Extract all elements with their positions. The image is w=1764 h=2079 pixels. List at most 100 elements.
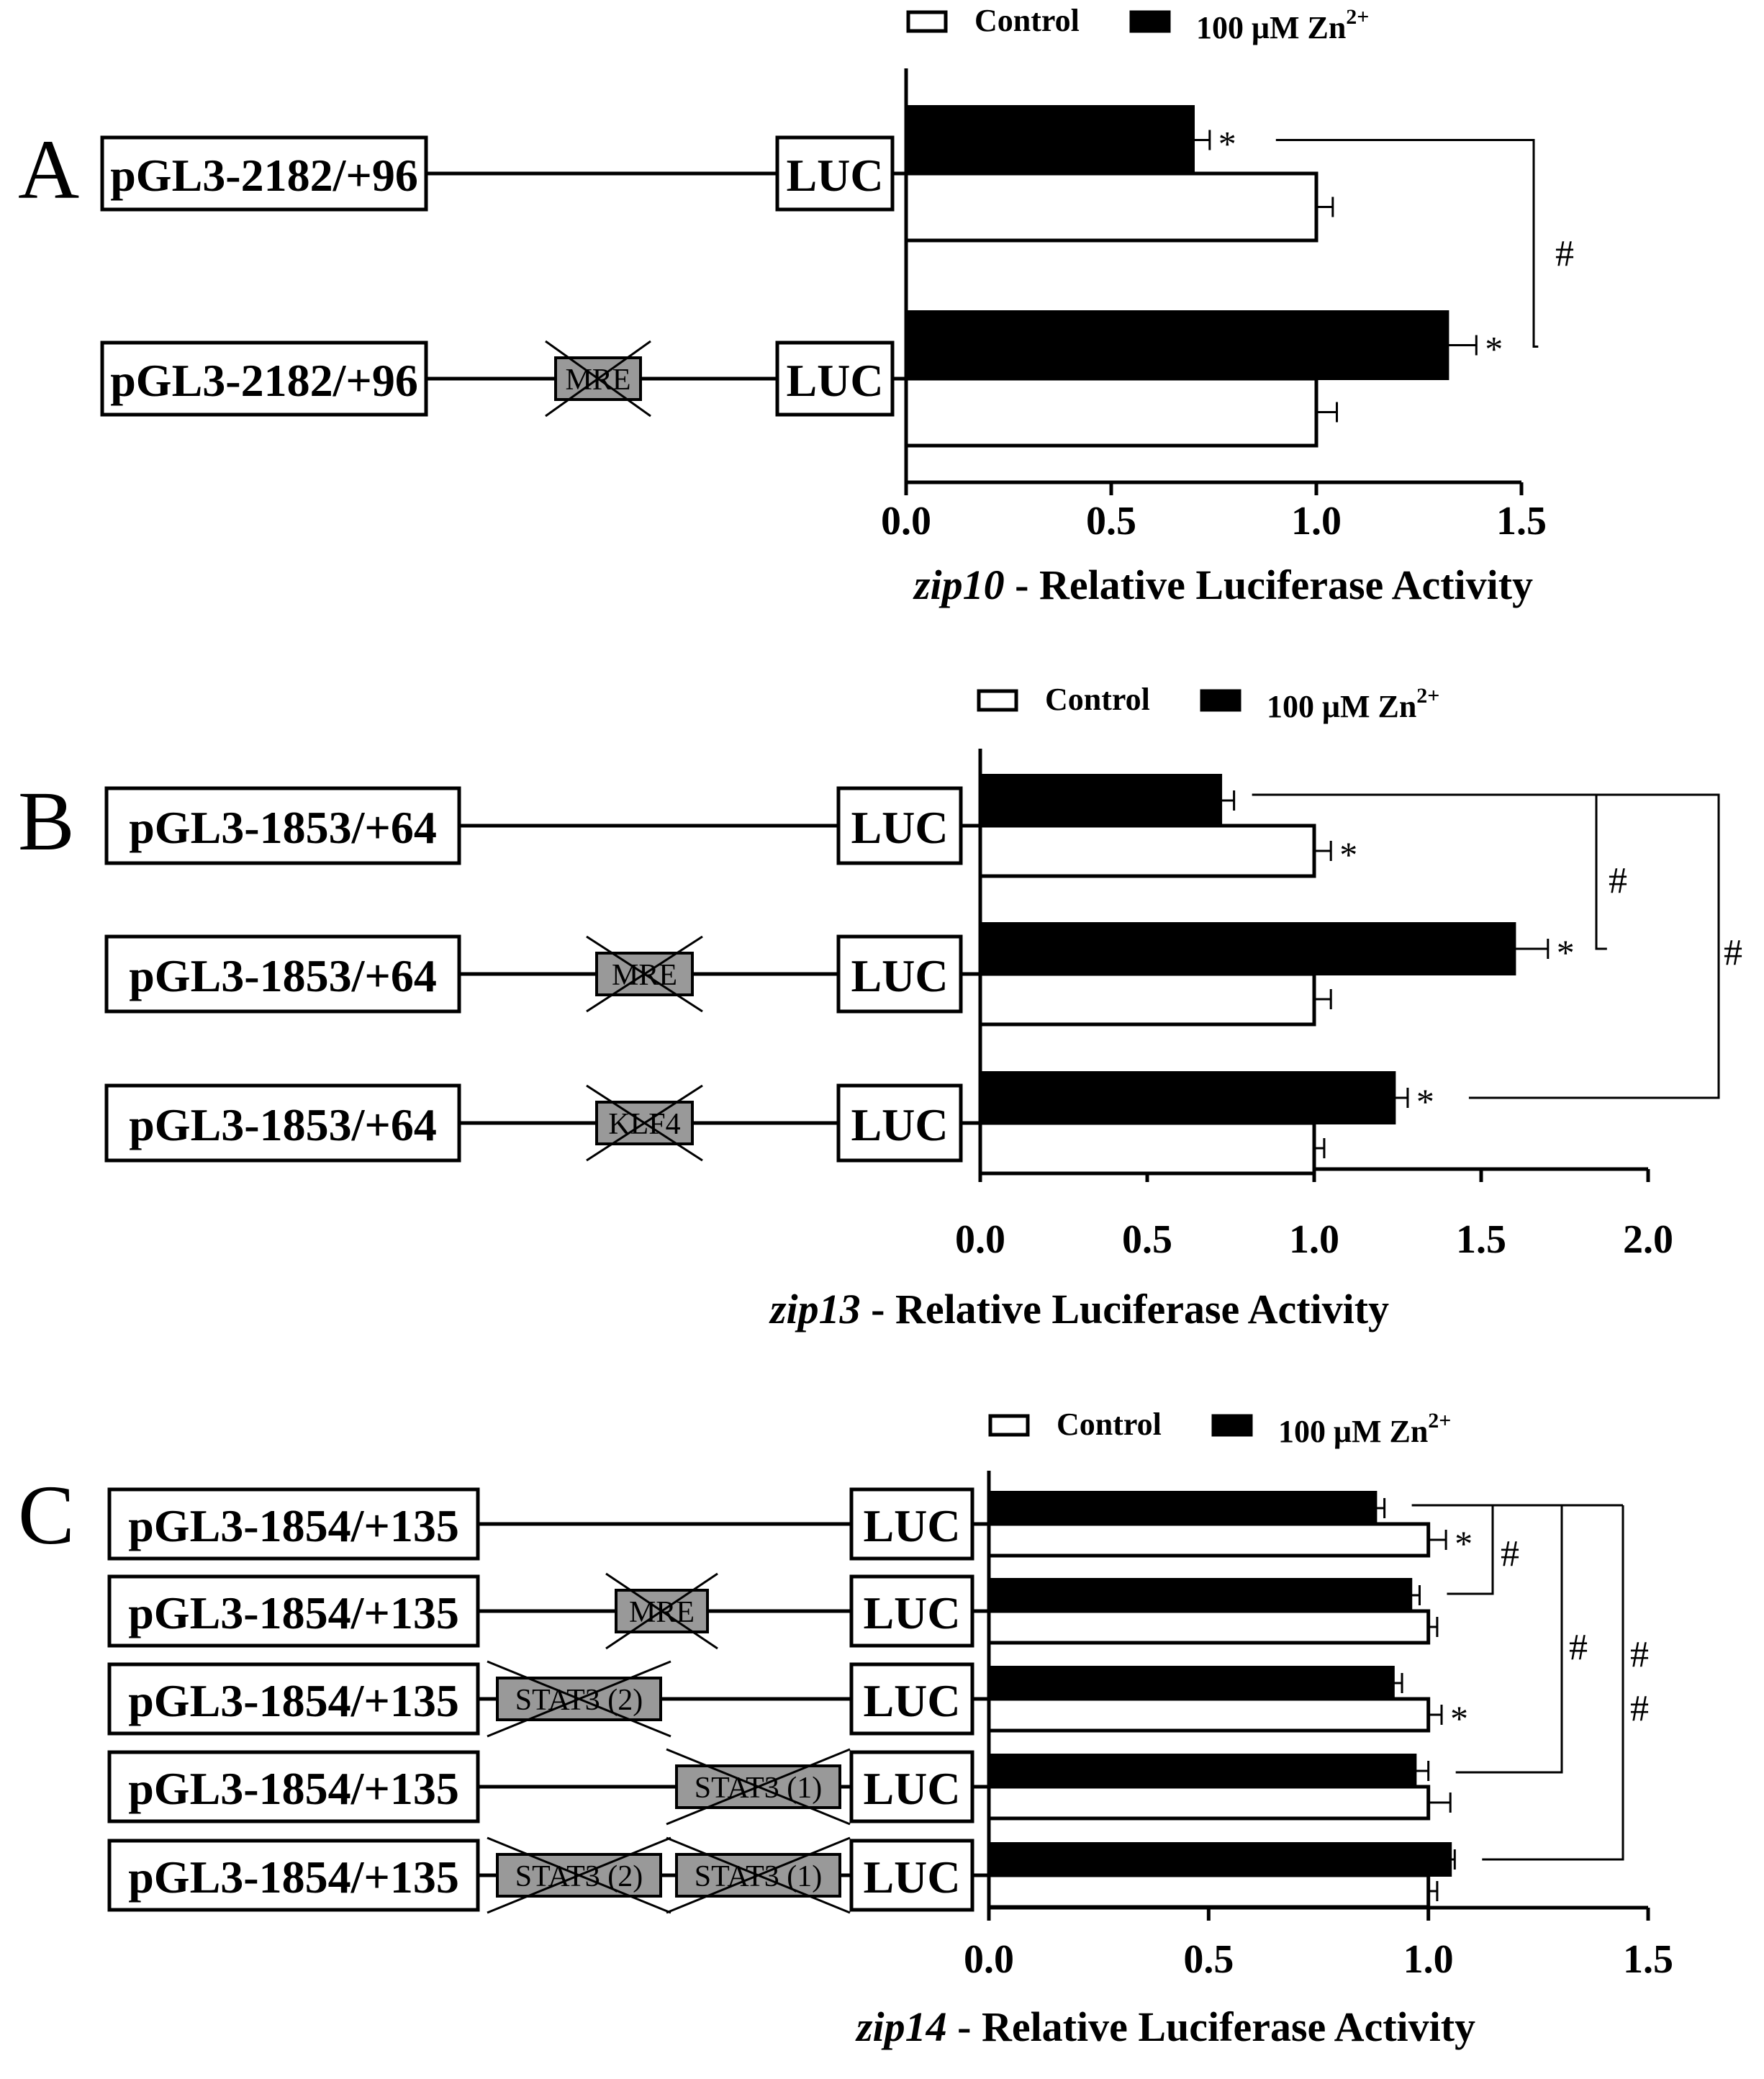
luc-label: LUC	[851, 1099, 948, 1150]
mutated-site: MRE	[545, 340, 651, 418]
bar-zn	[987, 1842, 1452, 1877]
luc-box	[849, 1487, 974, 1561]
construct-box	[104, 786, 461, 865]
mutation-cross	[666, 1748, 851, 1826]
legend-zn-text: 100 μM Zn	[1196, 10, 1346, 45]
legend-zn-superscript: 2+	[1416, 684, 1439, 708]
legend-swatch-zn	[1200, 689, 1241, 712]
significance-star: *	[1450, 1698, 1468, 1738]
legend: Control 100 μM Zn2+	[977, 682, 1439, 724]
x-tick-label: 1.0	[1291, 499, 1342, 544]
construct-row: pGL3-1853/+64 LUC MRE	[104, 934, 980, 1014]
luc-box	[849, 1750, 974, 1823]
construct-row: pGL3-1853/+64 LUC KLF4	[104, 1083, 980, 1163]
construct-box	[104, 934, 461, 1014]
luc-label: LUC	[863, 1587, 960, 1638]
x-tick-label: 0.5	[1086, 499, 1136, 544]
bar-zn	[987, 1491, 1378, 1525]
bar-control	[904, 376, 1319, 448]
mutation-cross	[487, 1660, 671, 1738]
construct-box	[104, 1083, 461, 1163]
legend-label-control: Control	[1057, 1407, 1162, 1442]
legend-label-zn: 100 μM Zn2+	[1196, 5, 1369, 45]
construct-box	[107, 1487, 480, 1561]
x-axis-label-rest: - Relative Luciferase Activity	[861, 1286, 1389, 1332]
hash-mark: #	[1609, 860, 1627, 901]
significance-star: *	[1416, 1081, 1434, 1122]
x-tick-label: 1.5	[1623, 1937, 1673, 1982]
site-label: MRE	[629, 1596, 695, 1629]
luc-box	[849, 1839, 974, 1912]
luc-label: LUC	[863, 1763, 960, 1814]
site-label: STAT3 (2)	[515, 1684, 643, 1717]
luc-label: LUC	[786, 355, 883, 406]
x-axis-label: zip14 - Relative Luciferase Activity	[855, 2003, 1475, 2050]
construct-row: pGL3-2182/+96 LUC MRE	[100, 340, 906, 418]
luc-label: LUC	[851, 950, 948, 1001]
x-tick-label: 0.0	[955, 1217, 1005, 1262]
luc-box	[836, 934, 963, 1014]
luc-box	[775, 341, 895, 417]
bar-control	[904, 171, 1319, 243]
x-axis-label: zip13 - Relative Luciferase Activity	[769, 1286, 1389, 1332]
luc-box	[775, 135, 895, 212]
legend-swatch-control	[906, 10, 948, 33]
x-axis-label-rest: - Relative Luciferase Activity	[947, 2003, 1475, 2050]
luc-box	[849, 1662, 974, 1736]
luc-label: LUC	[851, 802, 948, 853]
legend-zn-superscript: 2+	[1346, 5, 1369, 29]
legend-label-zn: 100 μM Zn2+	[1267, 684, 1439, 724]
mutation-cross	[586, 1084, 703, 1162]
x-tick-label: 1.5	[1496, 499, 1547, 544]
bar-control	[987, 1522, 1431, 1558]
site-box	[615, 1589, 709, 1633]
bracket-line	[1595, 795, 1607, 950]
mutation-cross	[605, 1572, 718, 1650]
x-tick-label: 1.0	[1289, 1217, 1339, 1262]
luc-label: LUC	[863, 1500, 960, 1551]
significance-star: *	[1339, 834, 1357, 875]
construct-row: pGL3-1853/+64 LUC	[104, 786, 980, 865]
construct-box	[107, 1574, 480, 1648]
site-label: KLF4	[608, 1108, 680, 1141]
significance-star: *	[1455, 1523, 1473, 1564]
construct-label: pGL3-1853/+64	[129, 1099, 437, 1150]
bar-group	[987, 1842, 1456, 1909]
bracket-line	[1275, 139, 1539, 348]
construct-box	[107, 1662, 480, 1736]
x-axis-label-gene: zip13	[769, 1286, 861, 1332]
luc-label: LUC	[863, 1852, 960, 1903]
comparison-brackets: # # # #	[1411, 1504, 1649, 1861]
bar-zn	[905, 310, 1449, 380]
site-label: STAT3 (1)	[695, 1772, 822, 1805]
bar-group	[987, 1491, 1447, 1558]
legend-zn-superscript: 2+	[1428, 1409, 1451, 1433]
luc-label: LUC	[786, 150, 883, 201]
construct-box	[100, 341, 428, 417]
bar-group	[978, 774, 1332, 878]
luc-box	[836, 786, 963, 865]
mutated-site: MRE	[586, 935, 703, 1013]
x-tick-label: 2.0	[1623, 1217, 1673, 1262]
x-tick-label: 0.5	[1122, 1217, 1172, 1262]
legend-swatch-zn	[1129, 10, 1171, 33]
bar-control	[987, 1785, 1431, 1821]
site-label: STAT3 (2)	[515, 1860, 643, 1893]
construct-row: pGL3-1854/+135 LUC STAT3 (2) STAT3 (1)	[107, 1836, 989, 1914]
construct-row: pGL3-1854/+135 LUC STAT3 (2)	[107, 1660, 989, 1738]
legend-zn-text: 100 μM Zn	[1278, 1414, 1428, 1449]
hash-mark: #	[1630, 1688, 1649, 1729]
panel-a: A Control 100 μM Zn2+ 0.0 0.5 1.0 1.5 zip10 - R…	[18, 3, 1574, 608]
x-tick-label: 1.0	[1403, 1937, 1454, 1982]
mutation-cross	[487, 1836, 671, 1914]
significance-star: *	[1218, 124, 1236, 164]
comparison-brackets: #	[1275, 139, 1574, 348]
bar-zn	[979, 1071, 1396, 1124]
bar-control	[978, 972, 1316, 1027]
bar-group	[987, 1578, 1439, 1645]
bar-group	[987, 1666, 1443, 1733]
hash-mark: #	[1724, 932, 1742, 973]
panel-c: C Control 100 μM Zn2+ 0.0 0.5 1.0 1.5 zip14 - R…	[18, 1407, 1673, 2050]
bar-group	[904, 310, 1478, 448]
